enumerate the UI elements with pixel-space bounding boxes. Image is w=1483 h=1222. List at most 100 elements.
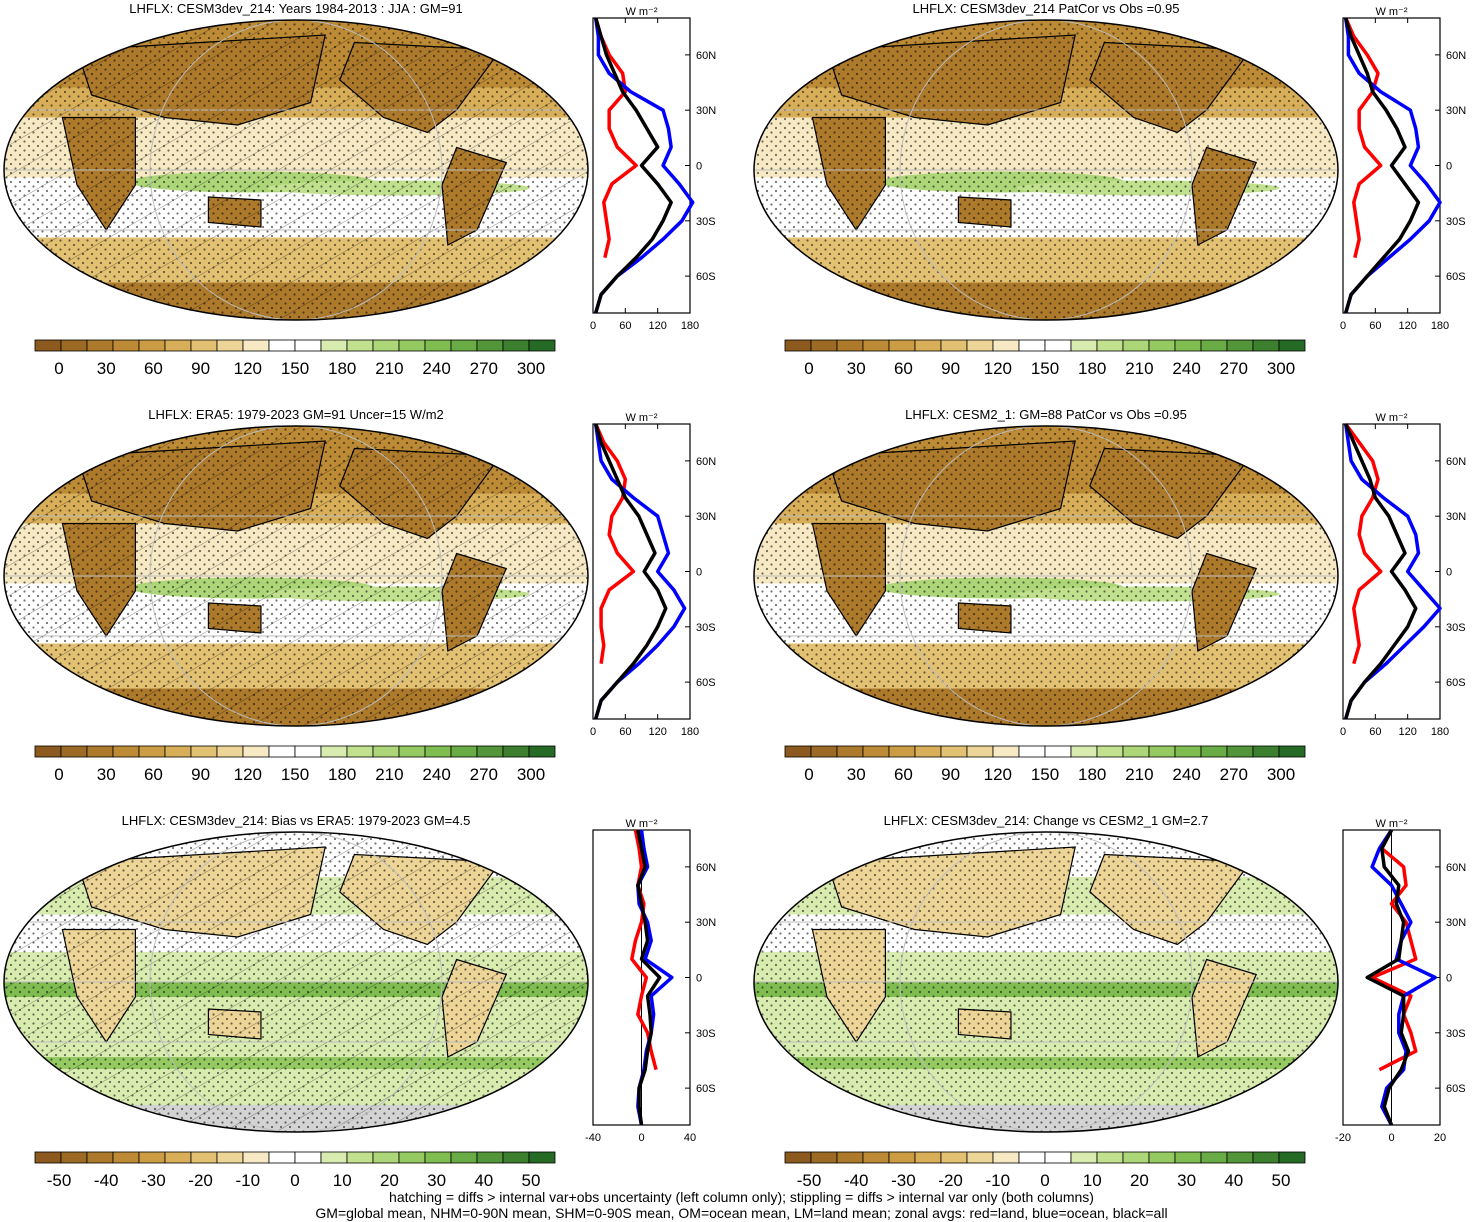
colorbar-box [86, 339, 114, 352]
colorbar-box [1070, 339, 1098, 352]
x-tick-label: 120 [1398, 320, 1416, 332]
series-line-all [636, 829, 662, 1126]
colorbar-box [940, 1151, 968, 1164]
colorbar-box [60, 339, 88, 352]
y-tick-label: 30N [1446, 105, 1466, 117]
colorbar-box [914, 745, 942, 758]
colorbar-box [1148, 339, 1176, 352]
y-tick-label: 30N [696, 105, 716, 117]
zonal-profile: W m⁻² 0 60 120 180 60N 30N 0 30S 60S [590, 412, 716, 738]
panel-4: LHFLX: CESM2_1: GM=88 PatCor vs Obs =0.9… [753, 407, 1466, 784]
colorbar-box [1174, 339, 1202, 352]
map [754, 832, 1338, 1132]
colorbar-tick-label: 90 [191, 765, 210, 784]
colorbar-box [372, 745, 400, 758]
colorbar-box [112, 745, 140, 758]
colorbar-tick-label: 210 [375, 765, 403, 784]
colorbar-tick-label: -50 [797, 1171, 822, 1190]
colorbar-tick-label: 240 [1172, 765, 1200, 784]
colorbar-tick-label: 150 [281, 765, 309, 784]
map-outline [753, 831, 1339, 1133]
series-line-land [594, 423, 636, 664]
colorbar-tick-label: 10 [333, 1171, 352, 1190]
colorbar-tick-label: 20 [1130, 1171, 1149, 1190]
colorbar-box [268, 745, 296, 758]
y-tick-label: 0 [696, 567, 702, 579]
colorbar-box [836, 745, 864, 758]
map-outline [3, 831, 589, 1133]
colorbar-box [450, 1151, 478, 1164]
colorbar-box [242, 1151, 270, 1164]
graticule-meridian [149, 426, 443, 726]
colorbar-tick-label: 0 [54, 765, 63, 784]
x-tick-label: 0 [638, 1132, 644, 1144]
colorbar-box [424, 1151, 452, 1164]
colorbar: -50 -40 -30 -20 -10 0 10 20 30 40 50 [784, 1151, 1306, 1190]
y-tick-label: 60N [696, 456, 716, 468]
colorbar-tick-label: -40 [844, 1171, 869, 1190]
colorbar-box [528, 1151, 556, 1164]
colorbar-tick-label: 90 [941, 765, 960, 784]
colorbar-box [862, 339, 890, 352]
colorbar-tick-label: 270 [1220, 765, 1248, 784]
colorbar-box [1018, 339, 1046, 352]
colorbar-box [528, 745, 556, 758]
colorbar-box [1096, 1151, 1124, 1164]
x-tick-label: 0 [1388, 1132, 1394, 1144]
colorbar-box [784, 1151, 812, 1164]
profile-unit: W m⁻² [1375, 412, 1407, 424]
colorbar-box [940, 339, 968, 352]
map-outline [3, 19, 589, 321]
colorbar-tick-label: 40 [474, 1171, 493, 1190]
zonal-profile: W m⁻² 0 60 120 180 60N 30N 0 30S 60S [590, 6, 716, 332]
colorbar-box [1226, 745, 1254, 758]
y-tick-label: 0 [1446, 567, 1452, 579]
y-tick-label: 0 [696, 973, 702, 985]
colorbar-box [1122, 745, 1150, 758]
colorbar-box [862, 745, 890, 758]
colorbar-box [216, 339, 244, 352]
colorbar-box [1018, 745, 1046, 758]
y-tick-label: 60S [696, 271, 716, 283]
colorbar-box [294, 745, 322, 758]
colorbar-tick-label: 50 [522, 1171, 541, 1190]
x-tick-label: -20 [1335, 1132, 1351, 1144]
colorbar-tick-label: 180 [1078, 765, 1106, 784]
y-tick-label: 30N [696, 511, 716, 523]
map [754, 426, 1338, 726]
colorbar-box [164, 1151, 192, 1164]
colorbar-box [1252, 339, 1280, 352]
colorbar-box [372, 1151, 400, 1164]
x-tick-label: 0 [590, 320, 596, 332]
colorbar-tick-label: 120 [984, 765, 1012, 784]
colorbar-tick-label: -10 [236, 1171, 261, 1190]
y-tick-label: 30S [696, 1028, 716, 1040]
series-line-ocean [593, 423, 687, 720]
x-tick-label: 180 [681, 320, 699, 332]
colorbar-box [1252, 745, 1280, 758]
colorbar-box [34, 339, 62, 352]
colorbar-tick-label: 300 [1267, 765, 1295, 784]
colorbar-box [1096, 339, 1124, 352]
colorbar-box [1200, 1151, 1228, 1164]
colorbar-tick-label: 90 [191, 359, 210, 378]
zonal-profile: W m⁻² -40 0 40 60N 30N 0 30S 60S [585, 818, 716, 1144]
colorbar-box [1044, 1151, 1072, 1164]
series-line-land [1370, 829, 1418, 1072]
colorbar-box [1278, 1151, 1306, 1164]
colorbar-box [966, 745, 994, 758]
y-tick-label: 60N [696, 862, 716, 874]
series-line-all [594, 17, 673, 314]
colorbar-tick-label: 0 [1040, 1171, 1049, 1190]
colorbar-box [268, 1151, 296, 1164]
x-tick-label: 40 [684, 1132, 696, 1144]
colorbar-box [398, 339, 426, 352]
colorbar-tick-label: 240 [1172, 359, 1200, 378]
colorbar-tick-label: 30 [97, 359, 116, 378]
colorbar-box [810, 745, 838, 758]
y-tick-label: 30S [1446, 622, 1466, 634]
graticule-meridian [899, 426, 1193, 726]
colorbar-tick-label: 60 [894, 765, 913, 784]
colorbar-box [1096, 745, 1124, 758]
colorbar-box [450, 745, 478, 758]
